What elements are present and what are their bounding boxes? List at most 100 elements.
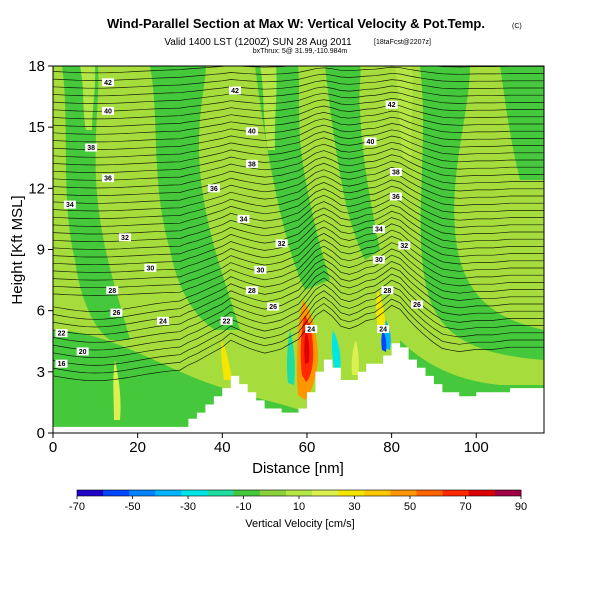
contour-label-11: 36 xyxy=(392,194,400,201)
contour-label-8: 38 xyxy=(392,170,400,177)
terrain-layer xyxy=(53,343,544,433)
band-yellow-2 xyxy=(113,360,121,420)
band-dark-green-4 xyxy=(325,66,380,260)
band-dark-green-2 xyxy=(150,66,240,330)
theta-contour-3 xyxy=(53,286,544,359)
theta-contour-25 xyxy=(53,148,544,181)
theta-contour-36 xyxy=(53,79,544,97)
band-dark-red xyxy=(304,330,310,364)
contour-label-bg-23 xyxy=(381,286,394,295)
colorbar-swatch-12 xyxy=(390,490,417,496)
colorbar-swatch-8 xyxy=(285,490,313,496)
theta-contour-21 xyxy=(53,173,544,212)
colorbar-swatch-16 xyxy=(494,490,522,496)
colorbar-tick-2: -30 xyxy=(180,501,196,513)
contour-label-22: 28 xyxy=(248,288,256,295)
contour-label-bg-20 xyxy=(372,255,385,264)
contour-label-bg-32 xyxy=(76,347,89,356)
contour-label-20: 30 xyxy=(375,257,383,264)
band-blue xyxy=(381,330,387,352)
band-yellow-1 xyxy=(221,340,232,380)
y-tick-label-2: 6 xyxy=(37,303,45,320)
contour-label-3: 40 xyxy=(104,108,112,115)
theta-contour-29 xyxy=(53,123,544,150)
theta-contour-39 xyxy=(53,66,544,74)
contour-label-25: 26 xyxy=(269,304,277,311)
contour-label-10: 36 xyxy=(210,186,218,193)
colorbar-swatch-3 xyxy=(155,490,182,496)
colorbar-tick-4: 10 xyxy=(293,501,305,513)
x-tick-label-2: 40 xyxy=(214,439,231,456)
theta-contour-18 xyxy=(53,192,544,235)
colorbar-swatch-14 xyxy=(442,490,470,496)
theta-contour-19 xyxy=(53,185,544,227)
contour-label-bg-1 xyxy=(229,86,242,95)
contour-label-bg-13 xyxy=(237,214,250,223)
theta-contour-23 xyxy=(53,160,544,197)
theta-contour-38 xyxy=(53,66,544,81)
chart-subsubtitle: bxThrux: 5@ 31.99,-110.984m xyxy=(253,48,348,55)
subtitle-tag: [18taFcst@2207z] xyxy=(374,39,431,46)
chart-title: Wind-Parallel Section at Max W: Vertical… xyxy=(107,16,485,31)
colorbar-swatch-7 xyxy=(259,490,287,496)
contour-label-bg-24 xyxy=(110,308,123,317)
contour-label-26: 26 xyxy=(413,302,421,309)
contour-label-bg-6 xyxy=(85,143,98,152)
band-yellow-4 xyxy=(351,340,359,375)
contour-label-18: 30 xyxy=(146,265,154,272)
contour-label-bg-11 xyxy=(389,192,402,201)
contour-label-bg-21 xyxy=(106,286,119,295)
contour-label-bg-3 xyxy=(102,106,115,115)
contour-label-bg-4 xyxy=(245,127,258,136)
theta-contour-12 xyxy=(53,229,544,281)
plot-area: 42 42 42 40 40 40 38 38 38 36 36 36 34 34 34 32 32 32 30 30… xyxy=(52,65,545,434)
contour-label-bg-26 xyxy=(411,300,424,309)
theta-contour-10 xyxy=(53,242,544,296)
contour-label-32: 20 xyxy=(79,349,87,356)
theta-contour-4 xyxy=(53,279,544,351)
contour-label-12: 34 xyxy=(66,202,74,209)
contour-label-17: 32 xyxy=(400,243,408,250)
theta-contour-35 xyxy=(53,85,544,104)
x-axis-label: Distance [nm] xyxy=(252,460,344,477)
colorbar-swatch-2 xyxy=(129,490,156,496)
band-light-2 xyxy=(260,66,277,150)
contour-label-23: 28 xyxy=(383,288,391,295)
theta-contour-32 xyxy=(53,104,544,127)
theta-contour-20 xyxy=(53,179,544,220)
theta-contour-1 xyxy=(53,298,544,374)
contour-label-14: 34 xyxy=(375,227,383,234)
title-mark: (C) xyxy=(512,23,522,30)
band-yellow-3 xyxy=(376,290,386,330)
band-light-3 xyxy=(395,66,413,160)
contour-label-29: 24 xyxy=(379,327,387,334)
contour-label-4: 40 xyxy=(248,129,256,136)
contour-label-0: 42 xyxy=(104,80,112,87)
contour-label-1: 42 xyxy=(231,88,239,95)
theta-contour-28 xyxy=(53,129,544,158)
theta-contour-27 xyxy=(53,135,544,166)
colorbar-swatch-1 xyxy=(103,490,130,496)
contour-label-bg-14 xyxy=(372,225,385,234)
colorbar-swatch-9 xyxy=(312,490,339,496)
contour-label-bg-22 xyxy=(245,286,258,295)
contour-label-27: 24 xyxy=(159,318,167,325)
contour-label-9: 36 xyxy=(104,176,112,183)
theta-contour-7 xyxy=(53,261,544,328)
contour-label-28: 24 xyxy=(307,327,315,334)
colorbar-tick-7: 70 xyxy=(459,501,471,513)
theta-contour-26 xyxy=(53,141,544,173)
chart-subtitle: Valid 1400 LST (1200Z) SUN 28 Aug 2011 xyxy=(164,37,352,48)
contour-label-bg-25 xyxy=(267,302,280,311)
contour-label-19: 30 xyxy=(257,267,265,274)
contour-label-bg-2 xyxy=(385,100,398,109)
y-tick-label-4: 12 xyxy=(28,180,45,197)
theta-contour-11 xyxy=(53,235,544,289)
colorbar-swatch-0 xyxy=(77,490,104,496)
contour-label-bg-17 xyxy=(398,241,411,250)
colorbar-swatch-6 xyxy=(233,490,261,496)
contour-label-bg-16 xyxy=(275,239,288,248)
theta-contour-8 xyxy=(53,254,544,320)
band-cyan-1 xyxy=(331,330,341,370)
band-light-1 xyxy=(80,66,96,130)
